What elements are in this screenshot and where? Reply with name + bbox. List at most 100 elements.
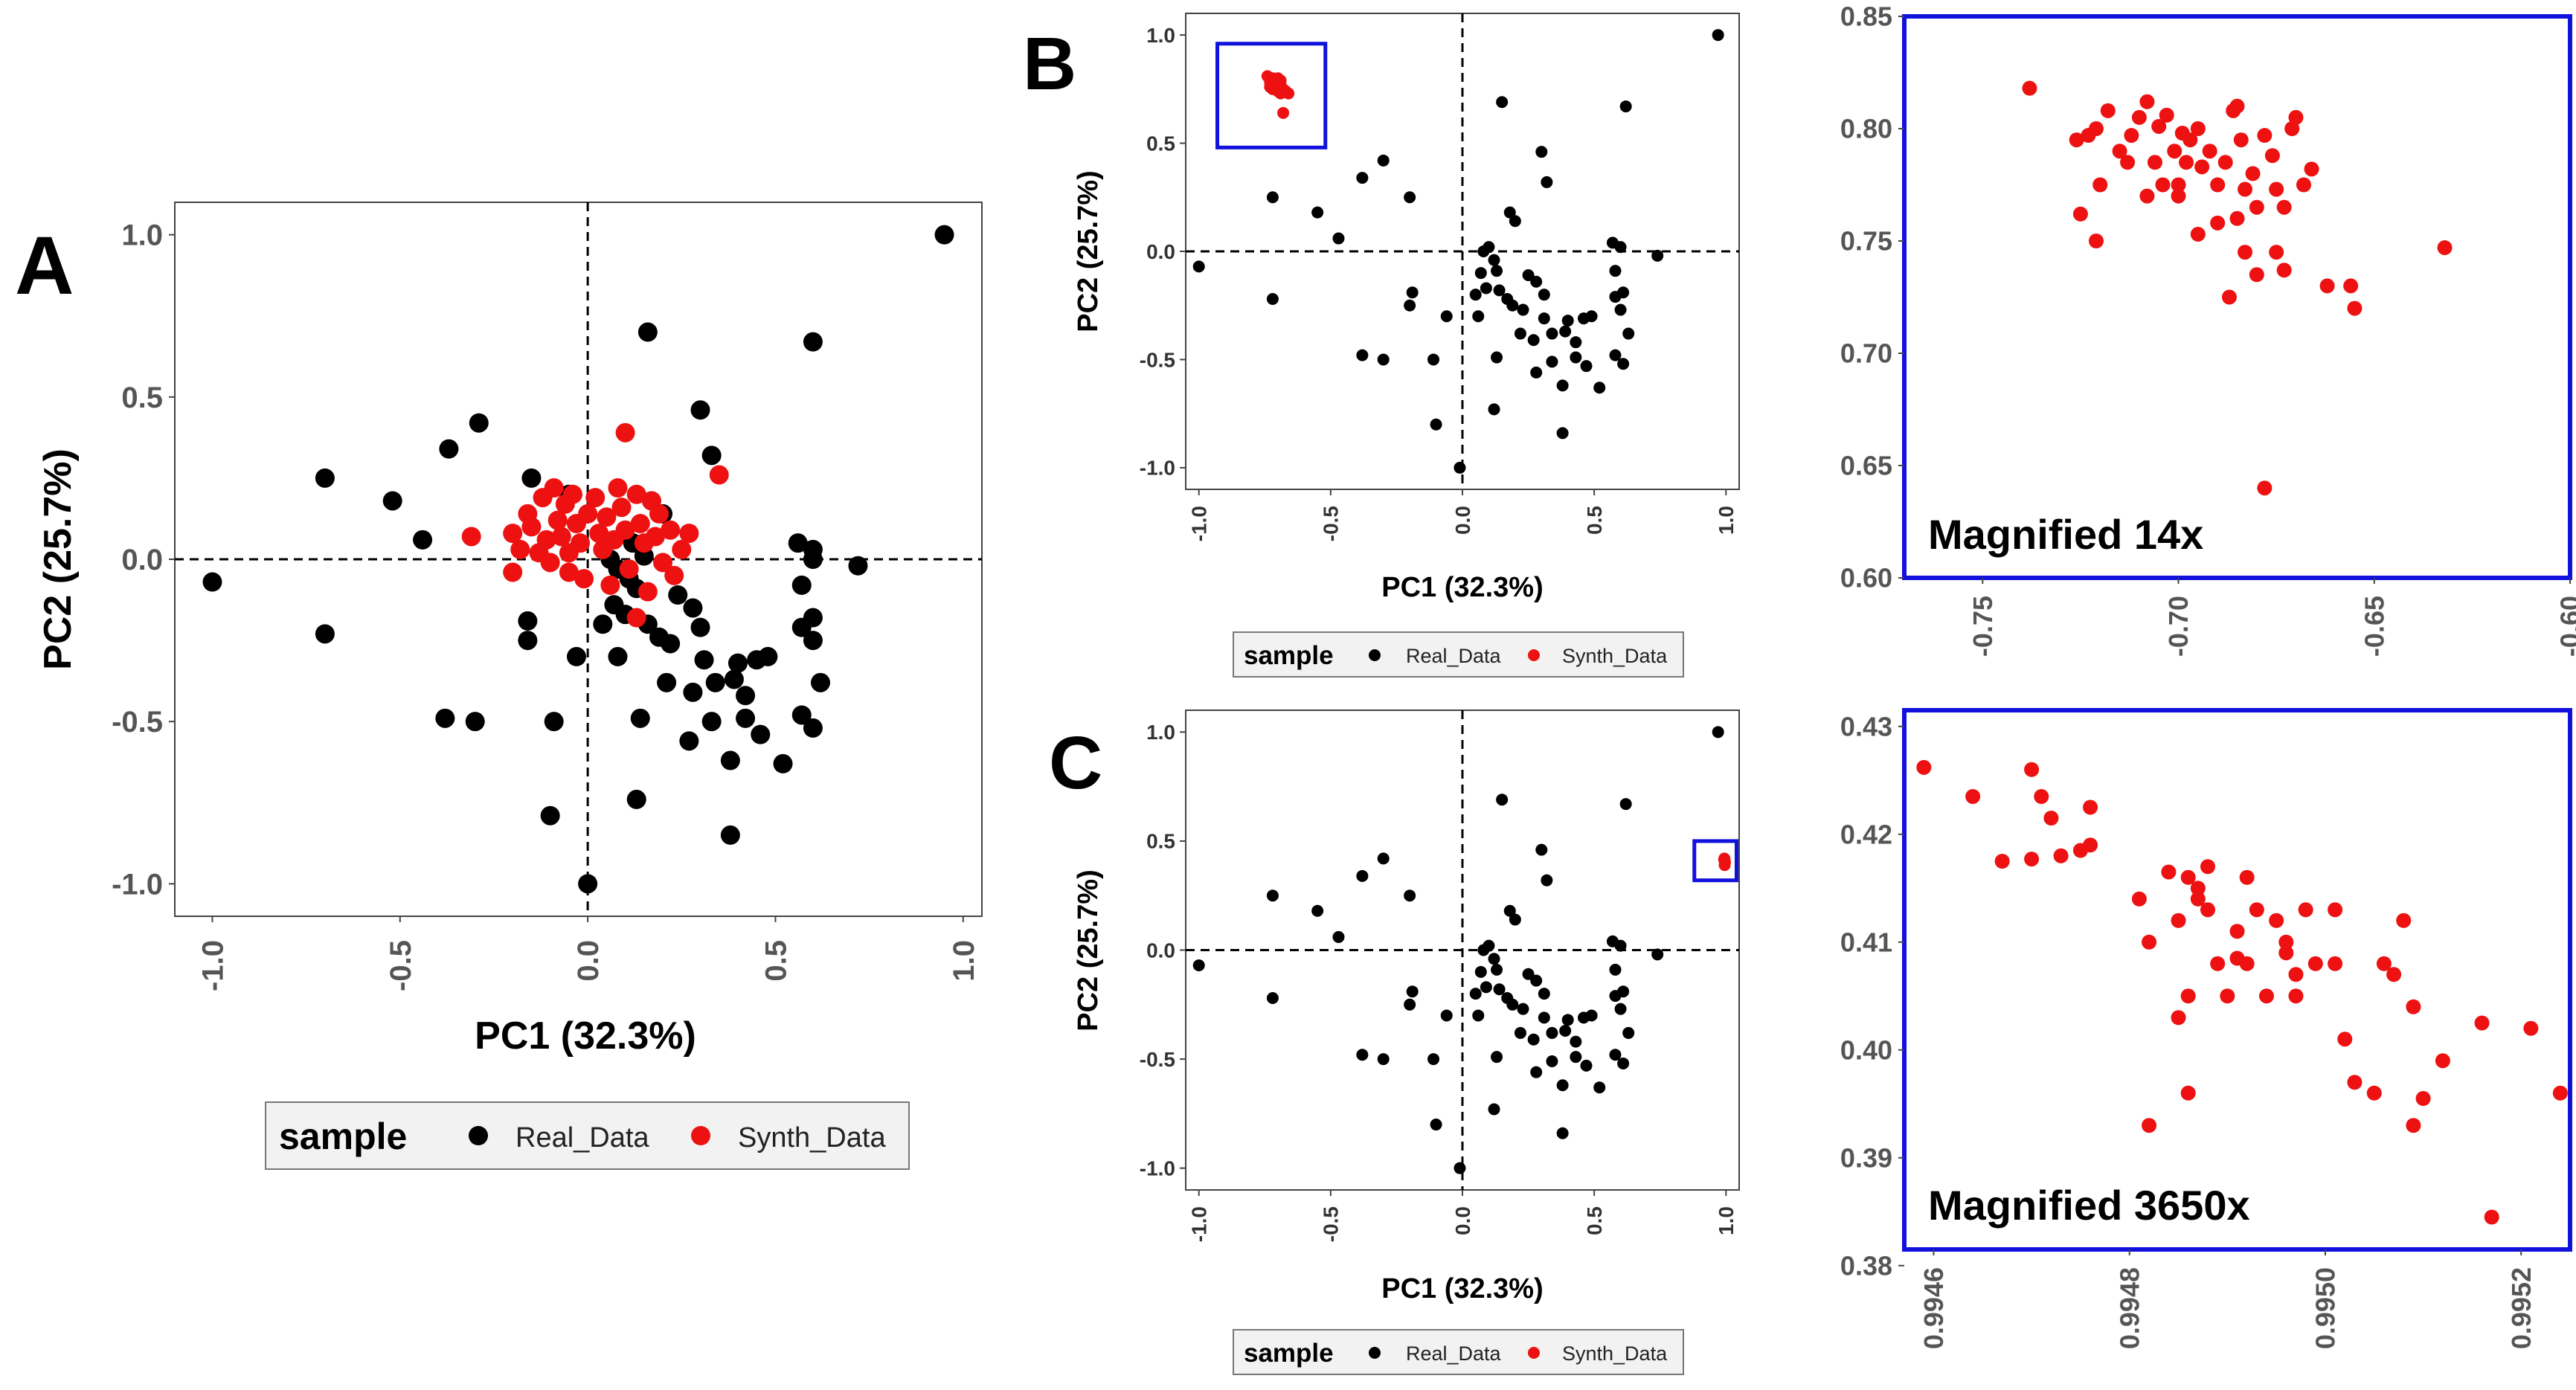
y-tick-label-b-zoom: 0.85 xyxy=(1840,1,1892,32)
y-tick-label-c-zoom: 0.41 xyxy=(1840,927,1892,957)
real-data-point xyxy=(1538,988,1550,1000)
synth-data-point xyxy=(2257,128,2273,144)
synth-data-point xyxy=(2347,300,2363,316)
x-tick-label-c-zoom: 0.9950 xyxy=(2310,1267,2341,1349)
real-data-point xyxy=(1556,1127,1569,1139)
real-data-point xyxy=(1356,349,1369,361)
synth-data-point xyxy=(2229,924,2245,939)
synth-data-point xyxy=(2083,837,2098,853)
x-tick-label-a: -0.5 xyxy=(385,940,417,991)
real-data-point xyxy=(679,731,699,751)
real-data-point xyxy=(1614,241,1627,254)
real-data-point xyxy=(1493,983,1506,996)
y-tick-label-b: 0.5 xyxy=(1146,132,1175,155)
synth-data-point xyxy=(461,527,481,547)
y-tick-label-b-zoom: 0.60 xyxy=(1840,563,1892,593)
real-data-point xyxy=(1556,1079,1569,1092)
synth-data-point xyxy=(2024,762,2040,777)
synth-data-point xyxy=(653,553,673,573)
y-tick-label-c-zoom: 0.38 xyxy=(1840,1250,1892,1281)
real-data-point xyxy=(1332,232,1345,245)
synth-data-point xyxy=(2124,128,2139,144)
legend-c: sample Real_Data Synth_Data xyxy=(1233,1329,1684,1375)
real-data-point xyxy=(1546,1055,1558,1068)
synth-data-point xyxy=(2112,144,2127,159)
real-data-point xyxy=(701,712,722,732)
x-tick-label-b: 0.5 xyxy=(1583,506,1606,535)
real-data-point xyxy=(518,611,538,631)
synth-data-point xyxy=(2167,144,2182,159)
real-data-point xyxy=(1404,998,1416,1011)
synth-data-point xyxy=(2043,811,2059,826)
synth-data-point xyxy=(2337,1032,2353,1047)
real-data-point xyxy=(1491,351,1503,364)
x-tick-label-b-zoom: -0.65 xyxy=(2359,596,2389,657)
real-data-point xyxy=(1593,1081,1606,1094)
legend-a-title: sample xyxy=(279,1116,407,1157)
real-data-point xyxy=(1506,299,1519,312)
synth-data-point xyxy=(2180,1085,2196,1101)
real-data-point xyxy=(1514,327,1526,340)
real-data-point xyxy=(791,705,812,725)
synth-data-point xyxy=(600,575,620,595)
real-data-point xyxy=(1332,930,1345,943)
real-data-point xyxy=(1192,260,1205,273)
real-data-point xyxy=(1617,985,1630,998)
synth-data-point xyxy=(2474,1015,2490,1031)
synth-data-point xyxy=(2278,934,2294,950)
y-tick-label-b: 1.0 xyxy=(1146,24,1175,47)
x-tick-label-c-zoom: 0.9952 xyxy=(2506,1267,2537,1349)
synth-data-point xyxy=(709,465,729,485)
real-data-point xyxy=(1570,351,1582,364)
legend-b-real-marker xyxy=(1369,649,1381,661)
real-data-point xyxy=(1517,303,1529,316)
legend-b: sample Real_Data Synth_Data xyxy=(1233,631,1684,678)
real-data-point xyxy=(1609,963,1622,976)
x-axis-title-c: PC1 (32.3%) xyxy=(1381,1273,1544,1304)
y-tick-label-b-zoom: 0.75 xyxy=(1840,226,1892,257)
real-data-point xyxy=(1585,310,1598,323)
real-data-point xyxy=(1496,794,1509,806)
legend-c-real-marker xyxy=(1369,1347,1381,1359)
synth-data-point xyxy=(2328,902,2343,918)
synth-data-point xyxy=(1916,759,1932,775)
x-tick-label-c: 1.0 xyxy=(1715,1206,1738,1235)
real-data-point xyxy=(1430,1119,1442,1131)
real-data-point xyxy=(413,530,433,550)
synth-data-point xyxy=(2276,263,2292,278)
x-tick-label-b: 1.0 xyxy=(1715,506,1738,535)
real-data-point xyxy=(1530,974,1543,987)
real-data-point xyxy=(1472,310,1485,323)
real-data-point xyxy=(1404,191,1416,204)
y-tick-label-a: 1.0 xyxy=(121,219,163,252)
y-tick-label-c: -0.5 xyxy=(1140,1048,1175,1071)
y-tick-label-c-zoom: 0.42 xyxy=(1840,819,1892,849)
synth-data-point xyxy=(2202,144,2217,159)
real-data-point xyxy=(1619,100,1632,113)
synth-data-point xyxy=(2151,118,2167,134)
synth-data-point xyxy=(608,478,628,498)
real-data-point xyxy=(1593,382,1606,394)
real-data-point xyxy=(1427,1053,1440,1066)
synth-data-point xyxy=(2034,789,2049,804)
synth-data-point xyxy=(578,503,598,524)
highlight-box-b xyxy=(1215,42,1328,149)
real-data-point xyxy=(1651,249,1664,262)
synth-data-point xyxy=(559,562,579,582)
synth-data-point xyxy=(2269,245,2284,260)
real-data-point xyxy=(1377,852,1390,865)
real-data-point xyxy=(1503,206,1516,219)
real-data-point xyxy=(803,608,823,628)
chart-b: -1.0 -0.5 0.0 0.5 1.0 -1.0 -0.5 0.0 0.5 1.0 xyxy=(1140,13,1739,541)
real-data-point xyxy=(1311,904,1324,917)
legend-a: sample Real_Data Synth_Data xyxy=(265,1101,910,1170)
synth-data-point xyxy=(585,488,606,508)
real-data-point xyxy=(1712,29,1724,42)
real-data-point xyxy=(1454,461,1466,474)
real-data-point xyxy=(1493,284,1506,297)
real-data-point xyxy=(1266,293,1279,305)
real-data-point xyxy=(1535,843,1548,856)
real-data-point xyxy=(1356,869,1369,882)
real-data-point xyxy=(1474,267,1487,280)
real-data-point xyxy=(657,672,677,692)
